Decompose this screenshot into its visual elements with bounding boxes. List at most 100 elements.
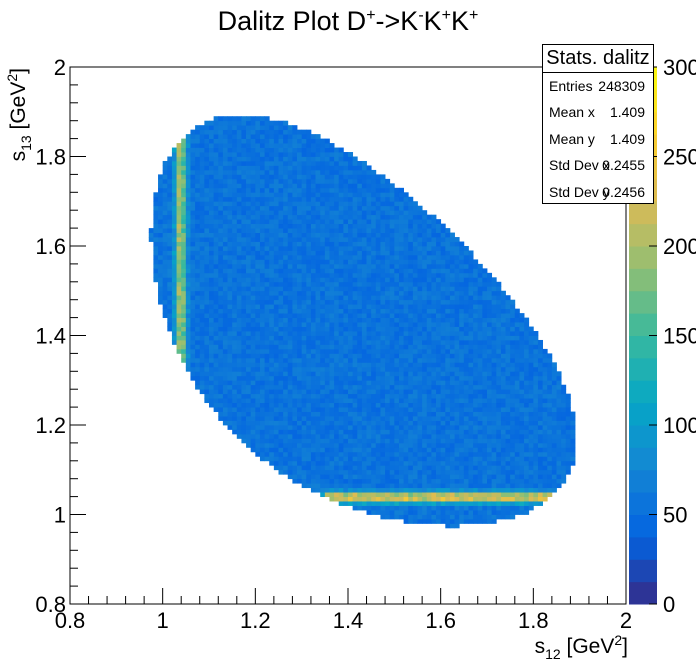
heatmap-cell <box>153 263 159 269</box>
heatmap-cell <box>385 201 391 207</box>
heatmap-cell <box>357 277 363 283</box>
heatmap-cell <box>195 375 201 381</box>
heatmap-cell <box>482 313 488 318</box>
heatmap-cell <box>158 290 164 296</box>
heatmap-cell <box>357 478 363 484</box>
heatmap-cell <box>357 214 363 220</box>
heatmap-cell <box>297 380 303 386</box>
heatmap-cell <box>422 375 428 381</box>
heatmap-cell <box>324 375 330 381</box>
heatmap-cell <box>334 322 340 327</box>
heatmap-cell <box>246 143 252 148</box>
heatmap-cell <box>287 160 293 166</box>
heatmap-cell <box>190 152 196 157</box>
heatmap-cell <box>348 241 354 247</box>
heatmap-cell <box>158 241 164 247</box>
heatmap-cell <box>459 268 465 274</box>
heatmap-cell <box>380 223 386 229</box>
heatmap-cell <box>269 160 275 166</box>
heatmap-cell <box>334 263 340 269</box>
heatmap-cell <box>426 420 432 426</box>
heatmap-cell <box>181 214 187 220</box>
heatmap-cell <box>246 125 252 131</box>
heatmap-cell <box>412 371 418 377</box>
heatmap-cell <box>190 156 196 162</box>
heatmap-cell <box>250 339 256 345</box>
heatmap-cell <box>389 483 395 489</box>
heatmap-cell <box>380 272 386 278</box>
heatmap-cell <box>352 362 358 368</box>
heatmap-cell <box>366 223 372 229</box>
heatmap-cell <box>306 469 312 475</box>
heatmap-cell <box>204 331 210 336</box>
heatmap-cell <box>334 152 340 157</box>
heatmap-cell <box>264 187 270 193</box>
heatmap-cell <box>398 469 404 475</box>
heatmap-cell <box>320 147 326 153</box>
heatmap-cell <box>375 344 381 350</box>
heatmap-cell <box>338 196 344 202</box>
heatmap-cell <box>264 366 270 372</box>
heatmap-cell <box>306 308 312 314</box>
heatmap-cell <box>361 281 367 287</box>
heatmap-cell <box>463 474 469 480</box>
heatmap-cell <box>426 451 432 457</box>
heatmap-cell <box>463 299 469 305</box>
heatmap-cell <box>334 339 340 345</box>
heatmap-cell <box>422 425 428 430</box>
heatmap-cell <box>185 134 191 139</box>
heatmap-cell <box>329 272 335 278</box>
heatmap-cell <box>204 241 210 247</box>
heatmap-cell <box>454 362 460 368</box>
heatmap-cell <box>487 425 493 430</box>
heatmap-cell <box>264 196 270 202</box>
heatmap-cell <box>269 433 275 439</box>
heatmap-cell <box>477 344 483 350</box>
heatmap-cell <box>287 308 293 314</box>
heatmap-cell <box>375 420 381 426</box>
heatmap-cell <box>297 357 303 363</box>
heatmap-cell <box>236 147 242 153</box>
heatmap-cell <box>259 451 265 457</box>
heatmap-cell <box>398 474 404 480</box>
heatmap-cell <box>301 138 307 144</box>
heatmap-cell <box>297 295 303 301</box>
heatmap-cell <box>348 317 354 323</box>
heatmap-cell <box>482 393 488 399</box>
heatmap-cell <box>269 429 275 435</box>
heatmap-cell <box>394 299 400 305</box>
heatmap-cell <box>218 156 224 162</box>
heatmap-cell <box>297 335 303 341</box>
heatmap-cell <box>315 362 321 368</box>
heatmap-cell <box>449 317 455 323</box>
heatmap-cell <box>422 384 428 390</box>
heatmap-cell <box>255 125 261 131</box>
heatmap-cell <box>171 201 177 207</box>
heatmap-cell <box>334 398 340 404</box>
heatmap-cell <box>408 492 414 498</box>
heatmap-cell <box>473 501 479 506</box>
heatmap-cell <box>255 196 261 202</box>
heatmap-cell <box>269 313 275 318</box>
heatmap-cell <box>162 250 168 256</box>
heatmap-cell <box>306 192 312 198</box>
heatmap-cell <box>250 263 256 269</box>
heatmap-cell <box>301 442 307 448</box>
heatmap-cell <box>269 393 275 399</box>
heatmap-cell <box>190 331 196 336</box>
heatmap-cell <box>315 174 321 180</box>
heatmap-cell <box>315 357 321 363</box>
heatmap-cell <box>403 362 409 368</box>
heatmap-cell <box>422 407 428 412</box>
heatmap-cell <box>246 313 252 318</box>
heatmap-cell <box>487 451 493 457</box>
heatmap-cell <box>449 331 455 336</box>
heatmap-cell <box>292 125 298 131</box>
heatmap-cell <box>259 384 265 390</box>
heatmap-cell <box>292 465 298 471</box>
heatmap-cell <box>343 281 349 287</box>
heatmap-cell <box>343 402 349 408</box>
heatmap-cell <box>385 286 391 292</box>
heatmap-cell <box>199 125 205 131</box>
heatmap-cell <box>366 196 372 202</box>
